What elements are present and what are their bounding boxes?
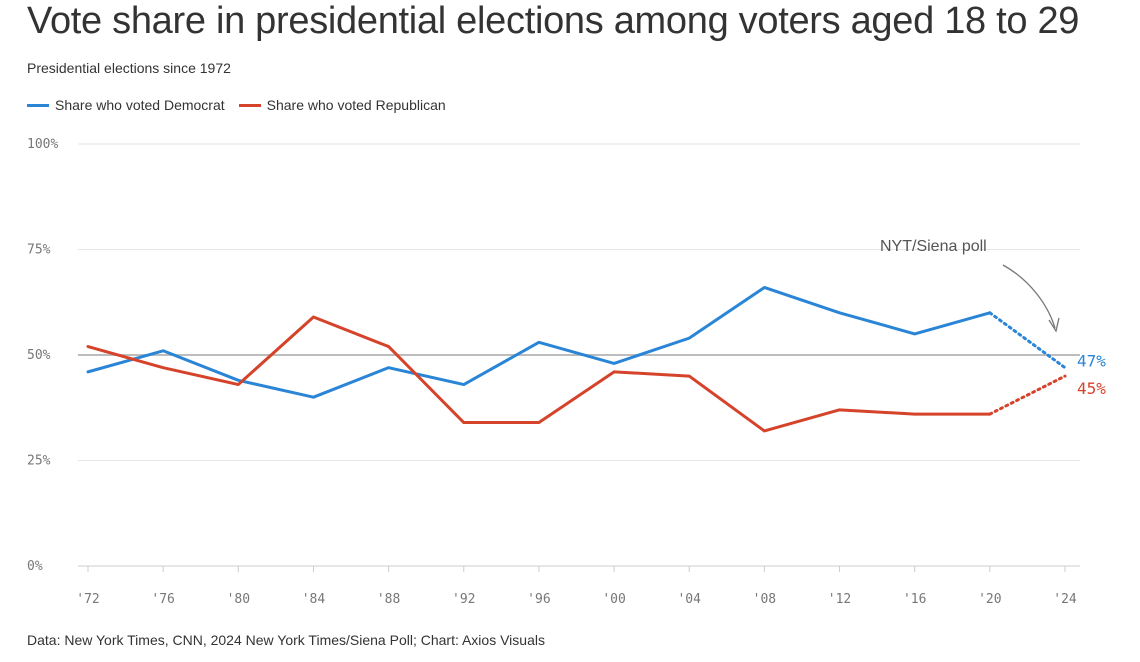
x-tick-label: '24 [1053,592,1077,607]
legend: Share who voted Democrat Share who voted… [27,97,460,113]
x-tick-label: '80 [227,592,250,607]
y-tick-label: 50% [27,348,51,363]
annotation-arrowhead [1048,317,1060,333]
x-tick-label: '16 [903,592,926,607]
annotation-text: NYT/Siena poll [880,238,987,255]
series-poll-line-democrat [988,311,1067,370]
annotation-arrow [1002,264,1056,329]
series-line-republican [86,315,992,433]
legend-item-democrat: Share who voted Democrat [27,97,225,113]
x-tick-label: '76 [151,592,174,607]
end-label-democrat: 47% [1077,352,1106,371]
chart-title: Vote share in presidential elections amo… [27,0,1080,42]
series-poll-line-republican [988,374,1067,416]
legend-swatch-republican [238,103,261,107]
x-tick-label: '88 [377,592,400,607]
x-tick-label: '84 [302,592,326,607]
x-tick-label: '04 [677,592,701,607]
x-tick-label: '96 [527,592,550,607]
x-tick-label: '20 [978,592,1001,607]
x-tick-label: '72 [76,592,99,607]
source-note: Data: New York Times, CNN, 2024 New York… [27,632,545,648]
y-tick-label: 25% [27,454,51,469]
legend-label-democrat: Share who voted Democrat [55,97,225,113]
legend-label-republican: Share who voted Republican [266,97,446,113]
end-label-republican: 45% [1077,379,1106,398]
chart-subtitle: Presidential elections since 1972 [27,60,231,76]
x-tick-label: '00 [602,592,625,607]
legend-swatch-democrat [27,103,49,107]
x-tick-label: '92 [452,592,475,607]
y-tick-label: 0% [27,559,43,574]
series-line-democrat [86,285,992,399]
x-tick-label: '08 [753,592,776,607]
x-tick-label: '12 [828,592,851,607]
y-tick-label: 100% [27,137,58,152]
y-tick-label: 75% [27,243,51,258]
legend-item-republican: Share who voted Republican [238,97,446,113]
